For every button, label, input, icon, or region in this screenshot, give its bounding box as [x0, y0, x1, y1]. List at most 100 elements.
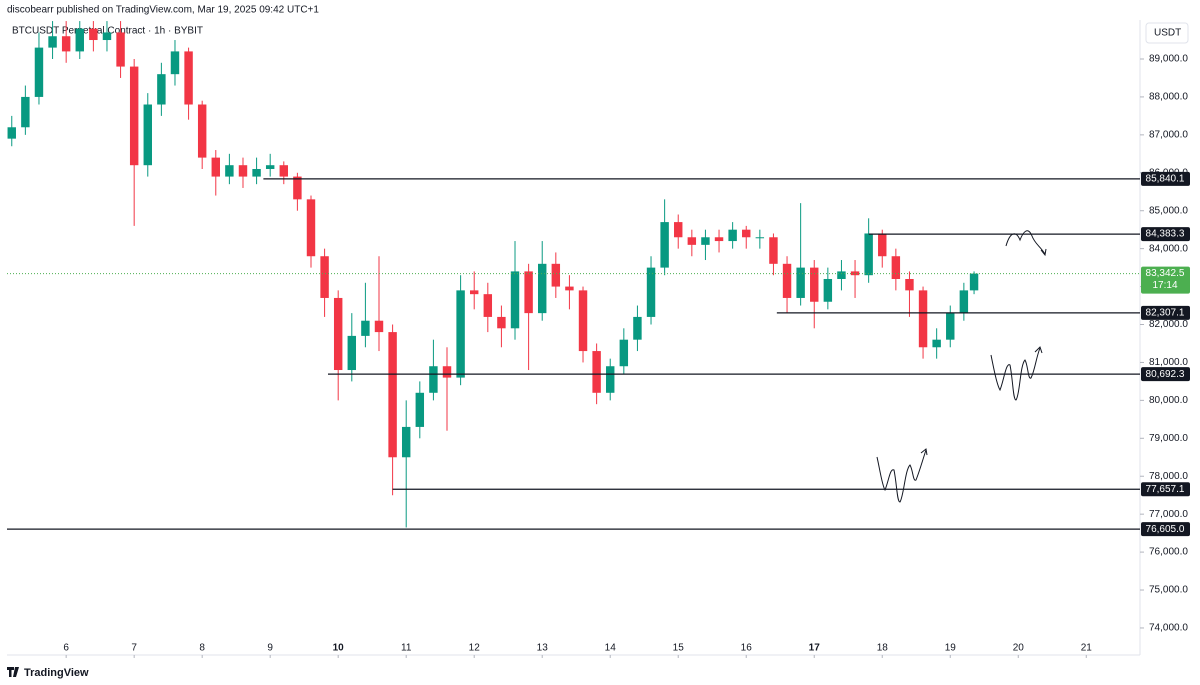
candle-body	[578, 290, 588, 352]
candle-body	[728, 229, 737, 242]
candle-body	[905, 278, 914, 291]
plot-area	[7, 21, 979, 528]
y-tick-label: 80,000.0	[1149, 395, 1188, 406]
candle-body	[551, 263, 561, 287]
candle-body	[483, 294, 493, 317]
y-tick-label: 77,000.0	[1149, 509, 1188, 520]
candle-body	[687, 237, 697, 245]
candle-body	[197, 104, 207, 158]
candle-body	[755, 237, 765, 239]
candle-body	[388, 332, 397, 458]
candle-body	[782, 263, 792, 298]
candle-body	[401, 426, 411, 458]
x-tick-label: 14	[605, 643, 617, 654]
y-tick-label: 79,000.0	[1149, 433, 1188, 444]
y-tick-label: 82,000.0	[1149, 319, 1188, 330]
level-label: 77,657.1	[1146, 484, 1185, 495]
candle-body	[769, 237, 778, 264]
candle-body	[524, 271, 533, 314]
x-tick-label: 18	[877, 643, 889, 654]
candle-body	[442, 366, 452, 378]
currency-box[interactable]	[1145, 22, 1189, 44]
y-tick-label: 75,000.0	[1149, 585, 1188, 596]
level-tag	[1141, 305, 1190, 320]
candle-body	[279, 165, 289, 177]
candle-body	[252, 168, 261, 177]
projection-arrow	[1040, 248, 1047, 257]
candle-body	[701, 237, 710, 245]
candle-body	[75, 28, 84, 52]
y-tick-label: 81,000.0	[1149, 357, 1188, 368]
candle-body	[374, 320, 384, 333]
y-tick-label: 87,000.0	[1149, 129, 1188, 140]
candle-body	[320, 256, 329, 298]
candle-body	[878, 233, 887, 257]
candle-body	[606, 366, 615, 393]
candle-body	[211, 157, 220, 177]
last-price-tag	[1141, 266, 1190, 294]
candle-body	[265, 165, 275, 169]
projection-sketch	[990, 347, 1041, 401]
candle-body	[89, 28, 98, 41]
candle-body	[102, 32, 112, 41]
x-tick-label: 17	[809, 643, 821, 654]
candle-body	[157, 74, 166, 105]
x-tick-label: 12	[469, 643, 481, 654]
candle-body	[810, 267, 819, 302]
candle-body	[21, 96, 30, 128]
candle-body	[293, 176, 302, 200]
candle-body	[837, 271, 846, 279]
candle-body	[225, 165, 234, 177]
x-tick-label: 11	[401, 643, 412, 654]
y-tick-label: 76,000.0	[1149, 547, 1188, 558]
level-tag	[1141, 522, 1190, 537]
projection-arrow	[1034, 346, 1043, 354]
candle-body	[429, 366, 438, 393]
chart-title: BTCUSDT Perpetual Contract · 1h · BYBIT	[12, 26, 203, 37]
level-label: 82,307.1	[1146, 308, 1185, 319]
candle-body	[823, 278, 833, 302]
level-tag	[1141, 227, 1190, 242]
candle-body	[116, 32, 125, 67]
y-tick-label: 85,000.0	[1149, 205, 1188, 216]
candle-body	[48, 36, 57, 48]
candle-body	[510, 271, 520, 329]
candle-body	[969, 273, 979, 291]
candle-body	[959, 290, 969, 314]
candle-body	[347, 335, 357, 371]
candle-body	[660, 222, 669, 268]
level-label: 76,605.0	[1146, 524, 1185, 535]
candle-body	[361, 320, 370, 336]
level-label: 84,383.3	[1146, 229, 1185, 240]
candle-body	[864, 233, 873, 276]
x-tick-label: 15	[673, 643, 685, 654]
candle-body	[850, 271, 860, 276]
x-tick-label: 21	[1081, 643, 1093, 654]
candle-body	[129, 66, 139, 166]
candle-body	[633, 316, 642, 340]
candle-body	[714, 237, 724, 242]
x-tick-label: 6	[63, 643, 69, 654]
level-tag	[1141, 482, 1190, 497]
candle-body	[7, 127, 16, 139]
candle-body	[619, 339, 629, 367]
level-tag	[1141, 367, 1190, 382]
brand: TradingView	[24, 667, 89, 679]
candle-body	[891, 256, 901, 279]
candle-body	[34, 47, 44, 97]
candle-body	[143, 104, 152, 166]
candle-body	[538, 263, 547, 314]
countdown: 17:14	[1152, 280, 1177, 291]
y-tick-label: 88,000.0	[1149, 92, 1188, 103]
level-tag	[1141, 171, 1190, 186]
y-tick-label: 84,000.0	[1149, 243, 1188, 254]
x-tick-label: 9	[267, 643, 273, 654]
level-label: 80,692.3	[1146, 369, 1185, 380]
x-tick-label: 10	[333, 643, 345, 654]
candle-body	[918, 290, 928, 348]
logo	[7, 667, 19, 677]
candle-body	[565, 286, 574, 291]
projection-sketch	[876, 449, 927, 503]
